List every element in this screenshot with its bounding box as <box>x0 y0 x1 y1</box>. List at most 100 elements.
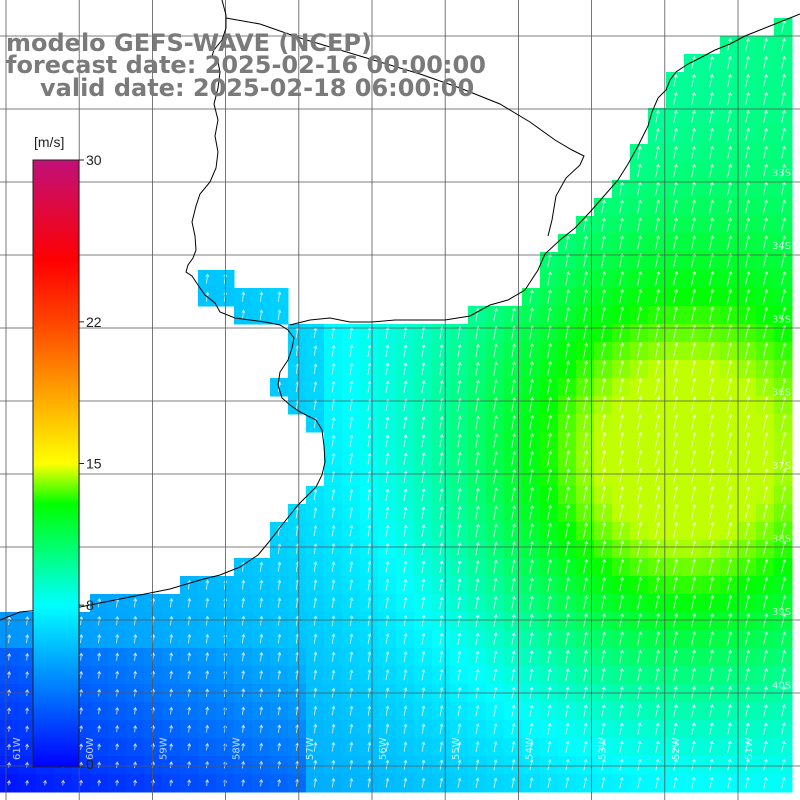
wind-arrow <box>673 109 678 124</box>
wind-arrow <box>421 452 426 466</box>
wind-arrow <box>583 631 588 646</box>
wind-arrow <box>781 109 786 124</box>
wind-arrow <box>727 37 732 52</box>
wind-arrow <box>547 289 552 305</box>
wind-arrow <box>25 616 30 626</box>
wind-arrow <box>618 431 625 450</box>
wind-arrow <box>439 668 444 681</box>
wind-arrow <box>403 777 408 788</box>
wind-arrow <box>601 288 606 305</box>
wind-arrow <box>618 360 625 378</box>
wind-arrow <box>385 759 390 770</box>
longitude-label: 60W <box>85 737 96 760</box>
wind-arrow <box>655 217 660 232</box>
wind-arrow <box>493 632 498 646</box>
wind-arrow <box>636 288 643 305</box>
wind-arrow <box>367 615 372 627</box>
wind-arrow <box>25 671 30 679</box>
wind-arrow <box>439 723 444 735</box>
wind-arrow <box>762 360 769 378</box>
wind-arrow <box>781 649 786 664</box>
wind-arrow <box>529 613 534 628</box>
wind-arrow <box>277 291 282 302</box>
wind-arrow <box>529 595 534 610</box>
wind-arrow <box>367 506 372 519</box>
wind-arrow <box>763 704 768 718</box>
wind-arrow <box>762 594 769 611</box>
wind-arrow <box>547 559 552 575</box>
wind-arrow <box>475 343 480 358</box>
wind-arrow <box>511 741 516 753</box>
wind-arrow <box>726 612 733 629</box>
wind-arrow <box>744 613 751 629</box>
wind-arrow <box>564 432 571 450</box>
wind-arrow <box>169 670 174 679</box>
wind-arrow <box>654 342 661 360</box>
wind-arrow <box>601 722 606 735</box>
wind-arrow <box>403 362 408 375</box>
wind-arrow <box>709 649 714 664</box>
wind-arrow <box>655 235 660 251</box>
wind-arrow <box>601 306 607 323</box>
wind-arrow <box>547 613 552 628</box>
latitude-label: 33S <box>772 168 791 179</box>
wind-arrow <box>97 670 102 679</box>
wind-arrow <box>421 488 426 502</box>
wind-arrow <box>565 468 571 486</box>
colorbar: [m/s] 30 22 15 8 0 <box>32 134 102 772</box>
wind-arrow <box>727 127 732 142</box>
wind-arrow <box>708 594 715 611</box>
wind-arrow <box>421 434 426 448</box>
wind-arrow <box>349 705 354 716</box>
wind-arrow <box>637 594 643 611</box>
wind-arrow <box>79 634 84 644</box>
wind-arrow <box>43 779 47 786</box>
wind-arrow <box>385 596 390 609</box>
wind-arrow <box>421 650 426 663</box>
wind-arrow <box>637 163 642 178</box>
wind-arrow <box>511 559 516 574</box>
wind-arrow <box>582 378 589 396</box>
wind-arrow <box>582 504 589 522</box>
wind-arrow <box>187 742 192 751</box>
wind-arrow <box>439 524 444 538</box>
wind-arrow <box>672 413 679 432</box>
wind-arrow <box>565 253 570 268</box>
wind-arrow <box>565 378 571 395</box>
wind-arrow <box>277 615 282 626</box>
wind-arrow <box>619 288 625 305</box>
wind-arrow <box>457 596 462 609</box>
wind-arrow <box>691 722 696 736</box>
wind-arrow <box>582 432 589 450</box>
wind-arrow <box>780 450 787 468</box>
wind-arrow <box>709 631 714 647</box>
wind-arrow <box>421 560 426 573</box>
wind-arrow <box>277 669 282 680</box>
wind-arrow <box>493 704 498 717</box>
wind-arrow <box>636 377 643 396</box>
wind-arrow <box>726 360 733 378</box>
wind-arrow <box>187 579 192 590</box>
wind-arrow <box>690 270 697 287</box>
wind-arrow <box>349 506 354 519</box>
wind-arrow <box>600 431 607 450</box>
wind-arrow <box>762 217 768 232</box>
wind-arrow <box>169 779 174 786</box>
wind-arrow <box>259 309 264 320</box>
wind-arrow <box>259 579 264 590</box>
wind-arrow <box>601 576 606 593</box>
wind-arrow <box>655 649 660 664</box>
wind-arrow <box>762 522 769 540</box>
wind-arrow <box>457 668 462 681</box>
latitude-label: 39S <box>772 607 791 618</box>
wind-arrow <box>277 651 282 662</box>
wind-arrow <box>367 741 372 752</box>
wind-arrow <box>780 613 787 629</box>
wind-arrow <box>726 306 733 323</box>
wind-arrow <box>475 650 480 663</box>
wind-arrow <box>529 468 534 485</box>
wind-arrow <box>493 668 498 681</box>
wind-arrow <box>672 395 679 414</box>
wind-arrow <box>547 396 552 413</box>
wind-arrow <box>709 109 714 124</box>
